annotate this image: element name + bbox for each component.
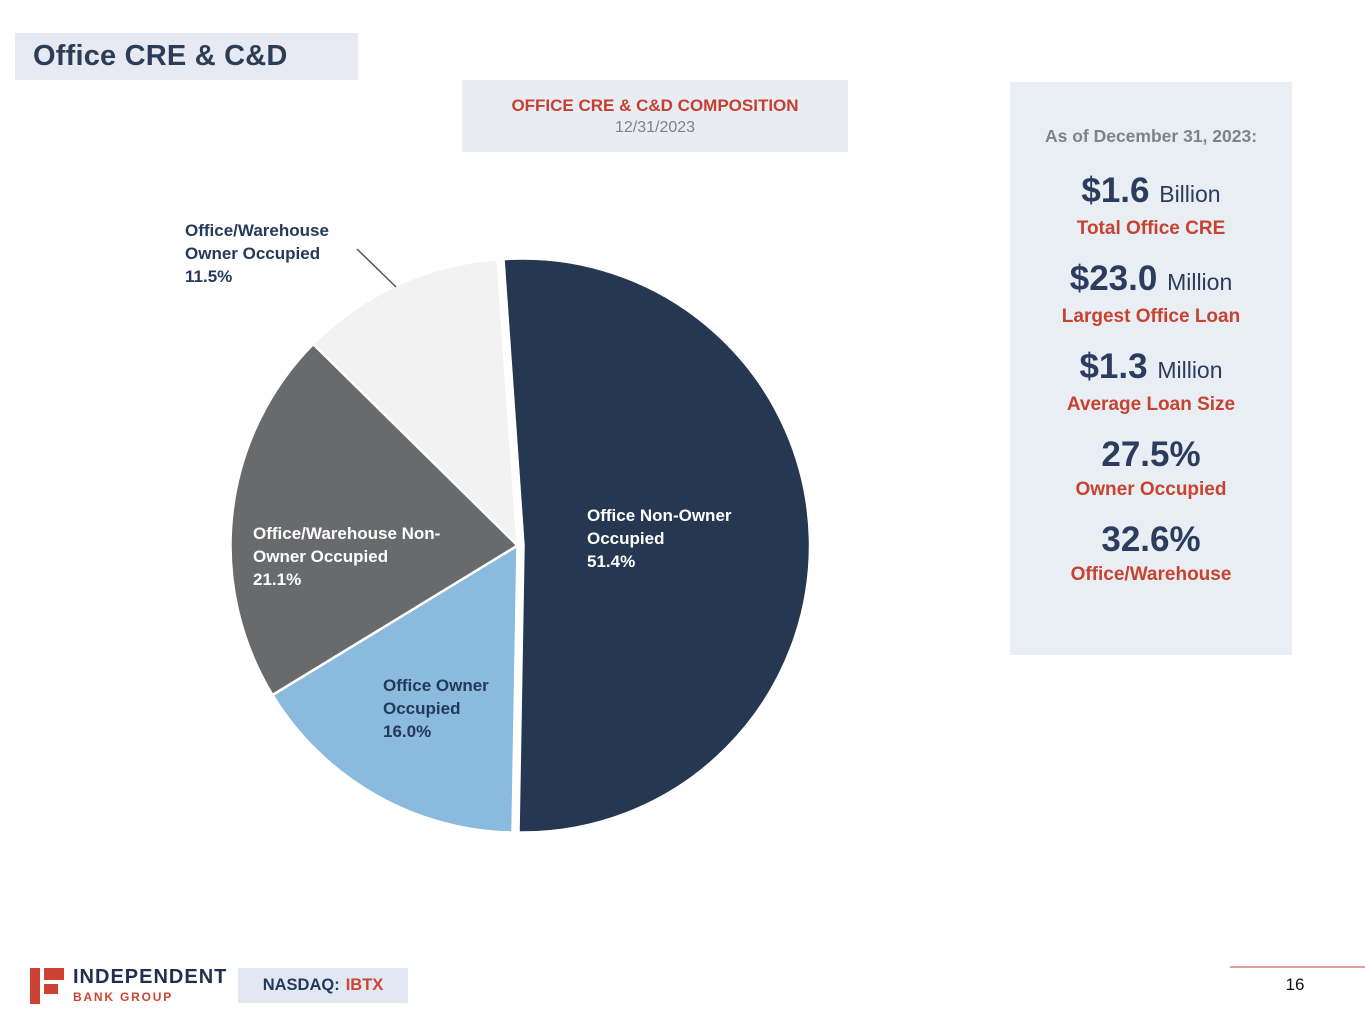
stat-number: $1.6 — [1081, 171, 1150, 210]
pie-slice-warehouse-owner — [311, 257, 519, 547]
stat-number: 32.6% — [1101, 520, 1201, 559]
pie-slice-warehouse-non-owner — [229, 342, 519, 697]
stat-unit: Million — [1167, 269, 1233, 295]
logo-subtitle: BANK GROUP — [73, 990, 174, 1004]
pie-slice-office-non-owner — [502, 257, 812, 834]
pie-label-line: Office Owner — [383, 676, 489, 695]
stats-heading: As of December 31, 2023: — [1044, 126, 1258, 146]
stat-total-office-cre: $1.6 Billion Total Office CRE — [1010, 171, 1292, 242]
stat-number: $1.3 — [1079, 347, 1148, 386]
company-logo: INDEPENDENT BANK GROUP — [30, 967, 227, 1004]
pie-label-warehouse-non-owner: Office/Warehouse Non- Owner Occupied 21.… — [253, 522, 483, 591]
stat-value: 27.5% — [1010, 435, 1292, 475]
stat-owner-occupied: 27.5% Owner Occupied — [1010, 435, 1292, 503]
stat-label: Total Office CRE — [1076, 218, 1226, 239]
logo-text: INDEPENDENT BANK GROUP — [73, 966, 228, 1005]
stat-value: 32.6% — [1010, 520, 1292, 560]
stat-average-loan-size: $1.3 Million Average Loan Size — [1010, 347, 1292, 418]
logo-bar — [44, 984, 58, 994]
stat-label: Office/Warehouse — [1070, 564, 1232, 585]
page-title: Office CRE & C&D — [33, 40, 288, 72]
stat-label: Largest Office Loan — [1061, 306, 1241, 327]
ticker-exchange: NASDAQ: — [262, 976, 340, 994]
stat-office-warehouse: 32.6% Office/Warehouse — [1010, 520, 1292, 588]
logo-bar — [30, 968, 40, 1004]
pie-label-line: Owner Occupied — [185, 244, 321, 263]
pie-label-pct: 51.4% — [587, 552, 636, 571]
stat-unit: Billion — [1159, 181, 1221, 207]
pie-label-line: Office/Warehouse Non- — [253, 524, 441, 543]
footer-rule — [1230, 966, 1365, 968]
stat-number: $23.0 — [1069, 259, 1158, 298]
pie-chart — [229, 248, 812, 834]
logo-bar — [44, 968, 64, 980]
chart-title: OFFICE CRE & C&D COMPOSITION — [511, 95, 799, 115]
pie-label-office-non-owner: Office Non-Owner Occupied 51.4% — [587, 504, 777, 573]
stat-value: $23.0 Million — [1010, 259, 1292, 302]
stat-value: $1.3 Million — [1010, 347, 1292, 390]
pie-label-pct: 16.0% — [383, 722, 432, 741]
pie-label-line: Office/Warehouse — [185, 221, 329, 240]
bank-logo-icon — [30, 968, 64, 1004]
chart-date: 12/31/2023 — [614, 118, 696, 136]
pie-label-office-owner: Office Owner Occupied 16.0% — [383, 674, 533, 743]
stat-largest-office-loan: $23.0 Million Largest Office Loan — [1010, 259, 1292, 330]
stat-label: Average Loan Size — [1066, 394, 1236, 415]
pie-label-line: Owner Occupied — [253, 547, 389, 566]
chart-header: OFFICE CRE & C&D COMPOSITION 12/31/2023 — [462, 80, 848, 152]
stat-value: $1.6 Billion — [1010, 171, 1292, 214]
pie-label-line: Occupied — [587, 529, 665, 548]
stats-panel: As of December 31, 2023: $1.6 Billion To… — [1010, 82, 1292, 655]
stat-label: Owner Occupied — [1075, 479, 1227, 500]
leader-line — [356, 248, 397, 288]
pie-label-pct: 11.5% — [185, 267, 233, 286]
logo-name: INDEPENDENT — [73, 966, 228, 988]
pie-label-warehouse-owner: Office/Warehouse Owner Occupied 11.5% — [185, 219, 365, 288]
pie-slice-office-owner — [271, 544, 519, 834]
page-title-bar: Office CRE & C&D — [15, 33, 358, 80]
stat-unit: Million — [1157, 357, 1223, 383]
pie-label-line: Office Non-Owner — [587, 506, 732, 525]
pie-label-line: Occupied — [383, 699, 461, 718]
stat-number: 27.5% — [1101, 435, 1201, 474]
page-number: 16 — [1285, 975, 1305, 994]
ticker-badge: NASDAQ: IBTX — [238, 968, 408, 1003]
pie-label-pct: 21.1% — [253, 570, 302, 589]
ticker-symbol: IBTX — [345, 976, 384, 994]
